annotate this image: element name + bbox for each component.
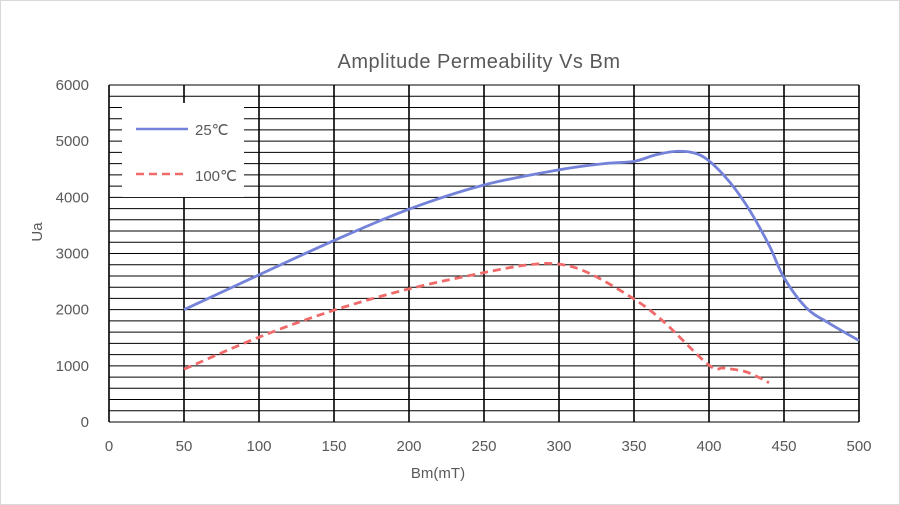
legend-label-25c: 25℃ — [195, 122, 229, 139]
y-tick-label: 1000 — [56, 358, 89, 375]
y-tick-label: 4000 — [56, 189, 89, 206]
legend: 25℃ 100℃ — [122, 103, 244, 197]
x-tick-label: 400 — [696, 438, 721, 455]
legend-box — [122, 103, 244, 197]
x-tick-label: 100 — [246, 438, 271, 455]
legend-label-100c: 100℃ — [195, 168, 237, 185]
x-tick-label: 350 — [621, 438, 646, 455]
x-tick-label: 0 — [105, 438, 113, 455]
x-axis-label: Bm(mT) — [411, 465, 465, 482]
x-tick-label: 450 — [771, 438, 796, 455]
y-tick-label: 5000 — [56, 133, 89, 150]
series-layer — [183, 149, 860, 384]
x-tick-label: 250 — [471, 438, 496, 455]
tick-labels: 0 50 100 150 200 250 300 350 400 450 5000100020003… — [56, 77, 872, 455]
x-tick-label: 500 — [846, 438, 871, 455]
grid — [108, 84, 860, 423]
series-line-100c — [183, 261, 770, 384]
y-tick-label: 3000 — [56, 246, 89, 263]
x-tick-label: 150 — [321, 438, 346, 455]
y-tick-label: 0 — [81, 414, 89, 431]
chart-title: Amplitude Permeability Vs Bm — [338, 51, 621, 73]
y-tick-label: 6000 — [56, 77, 89, 94]
x-tick-label: 50 — [176, 438, 193, 455]
y-tick-label: 2000 — [56, 302, 89, 319]
series-line-25c — [183, 149, 860, 342]
y-axis-label: Ua — [29, 222, 46, 242]
x-tick-label: 300 — [546, 438, 571, 455]
x-tick-label: 200 — [396, 438, 421, 455]
